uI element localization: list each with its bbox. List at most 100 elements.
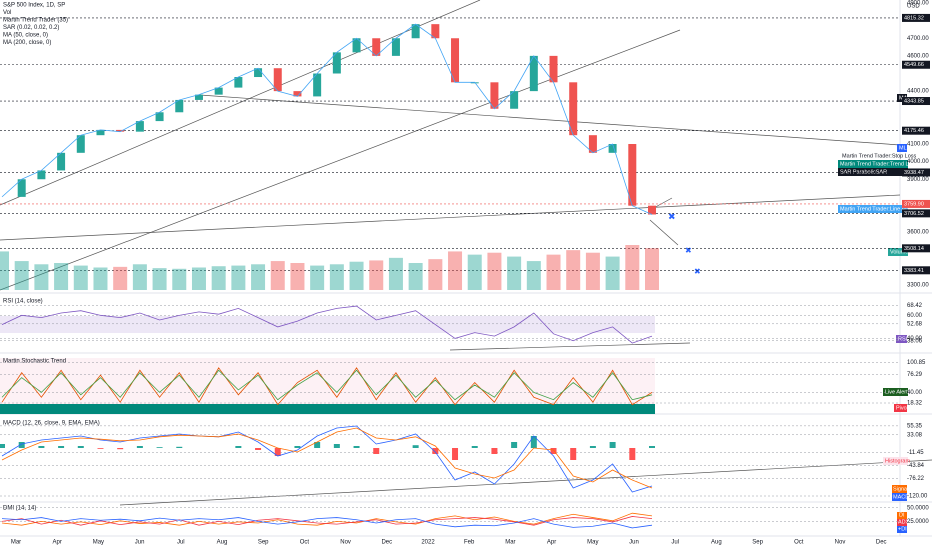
tag: Histogram [885, 458, 910, 464]
price-label: 3383.41 [904, 268, 924, 274]
time-tick-label: Sep [752, 540, 763, 546]
marker: ✖ [685, 246, 692, 255]
volume-bar [487, 252, 502, 290]
candle [648, 205, 656, 215]
time-tick-label: Sep [258, 540, 269, 546]
time-tick-label: May [587, 540, 598, 546]
tag-bg [883, 457, 908, 465]
price-line [1, 23, 653, 215]
candle [96, 129, 105, 136]
volume-bar [93, 267, 108, 290]
channel-line [0, 29, 681, 291]
tag-bg [896, 335, 907, 343]
volume-bar [152, 268, 167, 290]
volume-bar [408, 263, 423, 290]
candle [76, 135, 85, 153]
legend-text: MA (50, close, 0) [3, 33, 48, 39]
price-label: 3938.47 [904, 170, 924, 176]
price-tick-label: 3600.00 [907, 230, 929, 236]
tag-bg [838, 168, 908, 176]
trend-line [0, 194, 901, 241]
candle [116, 129, 125, 132]
histogram-bar [274, 448, 281, 456]
volume-bar [211, 266, 226, 290]
tag: +DI [898, 526, 907, 532]
candle [549, 55, 558, 83]
time-tick-label: 2022 [421, 540, 435, 546]
rsi-band [0, 316, 655, 333]
candle [313, 73, 322, 97]
tag: ADX [898, 519, 910, 525]
histogram-bar [550, 448, 557, 454]
tag-bg [888, 248, 908, 256]
tag: Martin Trend Trader:Trend Line [840, 161, 916, 167]
candle [490, 82, 499, 109]
tag: Signal [893, 486, 908, 492]
price-tick-label: 3300.00 [907, 283, 929, 289]
pane-tick-label: 55.35 [907, 423, 923, 429]
legend-text: Martin Trend Trader (35) [3, 18, 68, 24]
volume-bar [290, 263, 305, 290]
price-label-bg [902, 209, 930, 218]
histogram-bar [58, 446, 65, 448]
indicator-line [1, 516, 653, 526]
pane-title: MACD (12, 26, close, 9, EMA, EMA) [3, 421, 100, 427]
price-label: 4549.66 [904, 62, 924, 68]
candle [352, 38, 361, 53]
volume-bar [329, 264, 344, 290]
histogram-bar [491, 448, 498, 454]
trend-line [119, 459, 932, 506]
time-tick-label: Jul [671, 540, 679, 546]
candle [254, 68, 263, 78]
price-label: 4343.85 [904, 98, 924, 104]
time-tick-label: Dec [381, 540, 392, 546]
volume-bar [448, 251, 463, 290]
tag: SAR ParabolicSAR [840, 169, 887, 175]
price-label: 4175.46 [904, 128, 924, 134]
legend-text: MA (200, close, 0) [3, 40, 51, 46]
price-label: 3706.52 [904, 211, 924, 217]
histogram-bar [629, 448, 636, 460]
histogram-bar [255, 448, 262, 450]
candle [411, 24, 420, 39]
price-label-bg [902, 266, 930, 275]
legend-text: SAR (0.02, 0.02, 0.2) [3, 25, 59, 31]
candle [608, 144, 617, 153]
histogram-bar [97, 448, 104, 449]
price-label-bg [902, 199, 930, 208]
volume-bar [0, 251, 9, 290]
pane-tick-label: 60.00 [907, 313, 923, 319]
candle [510, 91, 519, 109]
volume-bar [172, 268, 187, 290]
trend-line [449, 342, 691, 351]
volume-bar [526, 261, 541, 290]
pane-title: RSI (14, close) [3, 299, 43, 305]
histogram-bar [432, 448, 439, 454]
volume-bar [467, 254, 482, 290]
histogram-bar [530, 436, 537, 448]
volume-bar [546, 254, 561, 290]
tag-bg [883, 388, 908, 396]
time-tick-label: Nov [340, 540, 351, 546]
time-tick-label: Apr [53, 540, 62, 546]
price-label-bg [902, 126, 930, 135]
histogram-bar [314, 442, 321, 448]
time-tick-label: Mar [11, 540, 21, 546]
legend-text: S&P 500 Index, 1D, SP [3, 3, 65, 9]
candle [391, 38, 400, 56]
price-tick-label: 4000.00 [907, 159, 929, 165]
histogram-bar [18, 442, 25, 448]
histogram-bar [471, 446, 478, 448]
candle [37, 170, 46, 180]
candle [293, 91, 302, 97]
time-tick-label: Jul [177, 540, 185, 546]
tag: Martin Trend Trader:Line Alert [840, 206, 913, 212]
volume-bar [428, 259, 443, 290]
candle [588, 135, 597, 153]
volume-bar [132, 264, 147, 290]
indicator-line [1, 369, 653, 401]
indicator-line [1, 427, 653, 489]
candle [234, 77, 243, 88]
indicator-line [1, 367, 653, 406]
time-tick-label: Jun [629, 540, 639, 546]
